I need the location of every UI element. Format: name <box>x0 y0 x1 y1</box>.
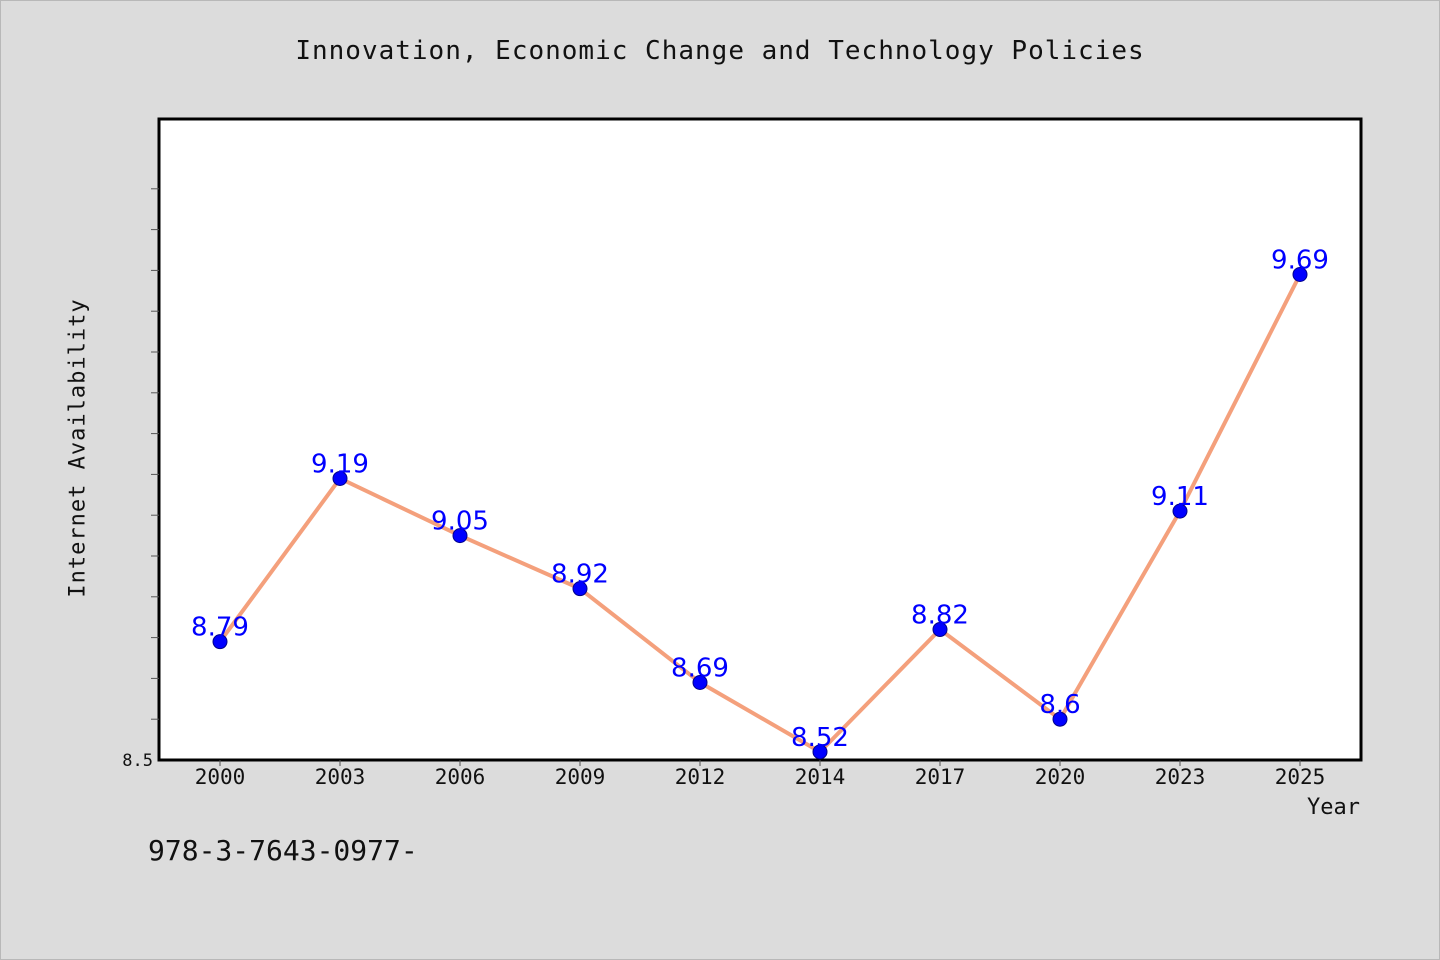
y-tick-label: 8.5 <box>122 751 153 771</box>
data-label: 8.69 <box>671 653 729 683</box>
plot-area <box>157 117 1363 762</box>
series-group <box>212 266 1308 760</box>
x-axis-label: Year <box>1307 795 1360 820</box>
x-tick-label: 2009 <box>555 765 606 789</box>
data-label: 8.52 <box>791 723 849 753</box>
data-label: 8.82 <box>911 600 969 630</box>
data-label: 8.79 <box>191 613 249 643</box>
data-label: 9.11 <box>1151 482 1209 512</box>
data-point[interactable] <box>932 621 948 637</box>
data-point[interactable] <box>1172 503 1188 519</box>
data-point[interactable] <box>452 528 468 544</box>
y-axis-ticks: 8.5 <box>122 188 159 771</box>
x-tick-label: 2025 <box>1275 765 1326 789</box>
x-tick-label: 2023 <box>1155 765 1206 789</box>
data-label: 9.05 <box>431 507 489 537</box>
footer-code: 978-3-7643-0977- <box>148 834 418 867</box>
data-point[interactable] <box>212 634 228 650</box>
x-tick-label: 2017 <box>915 765 966 789</box>
x-tick-label: 2020 <box>1035 765 1086 789</box>
x-axis-tick-labels: 2000 2003 2006 2009 2012 2014 2017 2020 2023 2025 <box>195 760 1326 789</box>
data-point[interactable] <box>812 744 828 760</box>
data-point[interactable] <box>1052 711 1068 727</box>
x-tick-label: 2003 <box>315 765 366 789</box>
x-tick-label: 2000 <box>195 765 246 789</box>
data-label: 8.6 <box>1039 690 1080 720</box>
data-label: 9.69 <box>1271 245 1329 275</box>
data-point[interactable] <box>332 470 348 486</box>
x-tick-label: 2006 <box>435 765 486 789</box>
data-label: 9.19 <box>311 449 369 479</box>
data-point[interactable] <box>1292 266 1308 282</box>
data-point[interactable] <box>572 581 588 597</box>
data-labels-group: 8.79 9.19 9.05 8.92 8.69 8.52 8.82 8.6 9.11 9.69 <box>191 245 1329 752</box>
series-line <box>218 272 1302 754</box>
data-point[interactable] <box>692 674 708 690</box>
chart-title: Innovation, Economic Change and Technolo… <box>295 36 1145 66</box>
x-tick-label: 2014 <box>795 765 846 789</box>
x-tick-label: 2012 <box>675 765 726 789</box>
data-label: 8.92 <box>551 560 609 590</box>
